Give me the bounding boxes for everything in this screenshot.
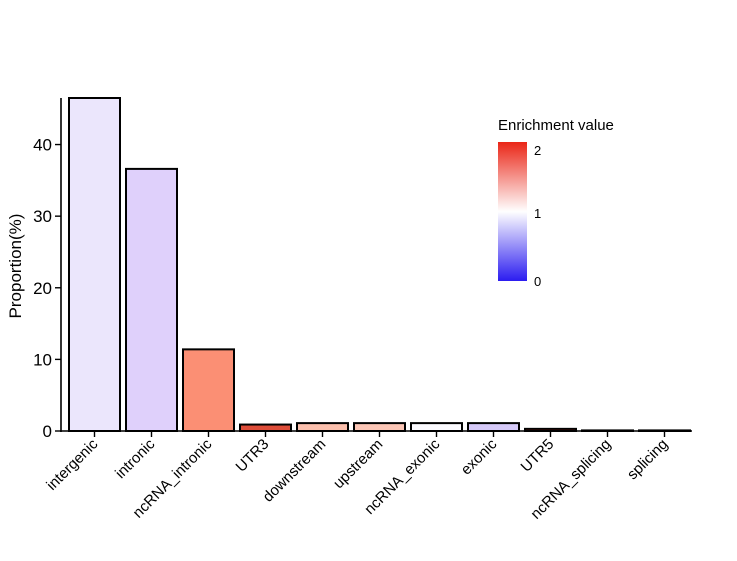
bar — [296, 422, 349, 433]
y-tick-label: 20 — [33, 279, 52, 298]
y-tick-label: 0 — [43, 422, 52, 441]
legend-tick-label: 0 — [534, 274, 541, 289]
y-tick-label: 40 — [33, 136, 52, 155]
x-tick-label: upstream — [330, 436, 386, 492]
bar — [125, 167, 178, 433]
bar — [239, 423, 292, 433]
bar — [68, 97, 121, 432]
bar — [353, 422, 406, 433]
x-tick-label: UTR5 — [518, 436, 558, 476]
legend-tick-label: 1 — [534, 206, 541, 221]
x-tick-label: intergenic — [43, 435, 101, 493]
x-tick-label: exonic — [458, 435, 501, 478]
y-tick-label: 10 — [33, 350, 52, 369]
legend-title: Enrichment value — [498, 117, 614, 134]
y-tick-label: 30 — [33, 207, 52, 226]
y-axis-title: Proportion(%) — [6, 214, 25, 319]
legend-colorbar — [498, 142, 527, 281]
legend-tick-label: 2 — [534, 143, 541, 158]
x-tick-label: UTR3 — [233, 436, 273, 476]
legend: Enrichment value 2 1 0 — [498, 117, 614, 289]
bar — [410, 422, 463, 433]
bar — [467, 422, 520, 433]
x-tick-label: intronic — [112, 435, 159, 482]
bar — [182, 348, 235, 433]
x-tick-label: splicing — [624, 436, 671, 483]
